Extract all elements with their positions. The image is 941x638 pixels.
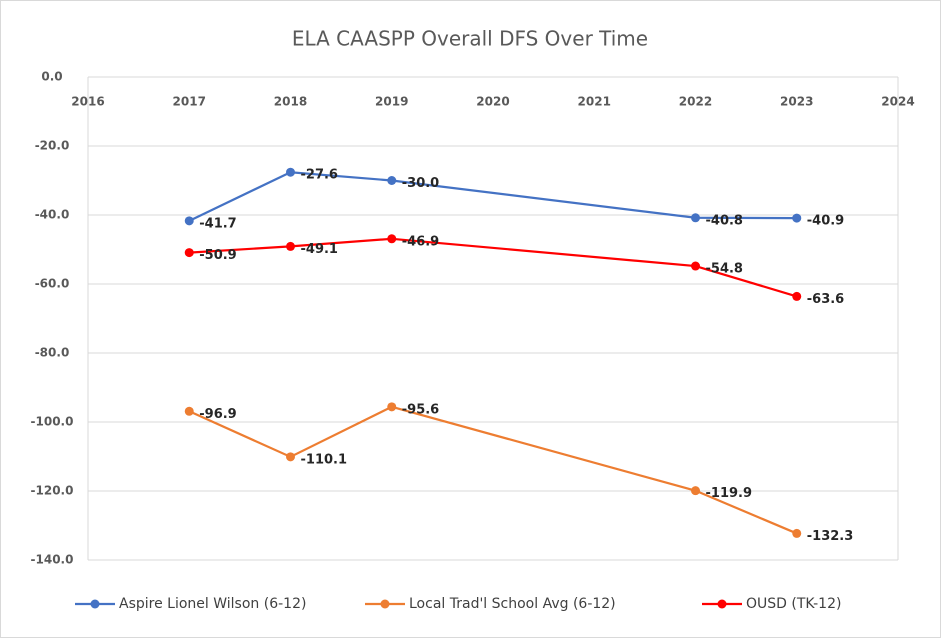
data-label: -96.9 bbox=[199, 407, 236, 422]
data-label: -50.9 bbox=[199, 248, 236, 263]
legend-label: OUSD (TK-12) bbox=[746, 596, 841, 612]
point bbox=[792, 213, 802, 223]
x-tick-label: 2018 bbox=[274, 95, 307, 109]
legend-marker bbox=[90, 599, 100, 609]
x-tick-label: 2024 bbox=[881, 95, 914, 109]
chart-title: ELA CAASPP Overall DFS Over Time bbox=[292, 27, 648, 51]
data-label: -40.9 bbox=[807, 214, 844, 229]
data-label: -63.6 bbox=[807, 292, 844, 307]
x-tick-label: 2020 bbox=[476, 95, 509, 109]
point bbox=[184, 406, 194, 416]
data-label: -41.7 bbox=[199, 216, 236, 231]
point bbox=[792, 528, 802, 538]
data-label: -132.3 bbox=[807, 529, 854, 544]
y-tick-label: -40.0 bbox=[35, 208, 70, 222]
data-label: -110.1 bbox=[301, 452, 348, 467]
y-tick-label: -20.0 bbox=[35, 139, 70, 153]
point bbox=[387, 402, 397, 412]
point bbox=[691, 261, 700, 271]
legend-label: Aspire Lionel Wilson (6-12) bbox=[119, 596, 306, 612]
point bbox=[286, 167, 295, 177]
data-label: -49.1 bbox=[301, 242, 338, 257]
legend-marker bbox=[380, 599, 390, 609]
x-tick-label: 2019 bbox=[375, 95, 408, 109]
y-tick-label: 0.0 bbox=[41, 70, 62, 84]
data-label: -40.8 bbox=[706, 213, 743, 228]
data-label: -27.6 bbox=[301, 168, 338, 183]
point bbox=[792, 291, 802, 301]
data-label: -46.9 bbox=[402, 234, 439, 249]
x-tick-label: 2023 bbox=[780, 95, 813, 109]
point bbox=[286, 452, 295, 462]
x-tick-label: 2022 bbox=[679, 95, 712, 109]
y-tick-label: -60.0 bbox=[35, 277, 70, 291]
data-label: -95.6 bbox=[402, 402, 439, 417]
x-tick-label: 2016 bbox=[71, 95, 104, 109]
y-tick-label: -100.0 bbox=[31, 415, 74, 429]
x-tick-label: 2021 bbox=[578, 95, 611, 109]
point bbox=[184, 248, 194, 258]
data-label: -119.9 bbox=[706, 486, 753, 501]
y-tick-label: -140.0 bbox=[31, 553, 74, 567]
x-tick-label: 2017 bbox=[173, 95, 206, 109]
point bbox=[184, 216, 194, 226]
y-tick-label: -80.0 bbox=[35, 346, 70, 360]
point bbox=[286, 241, 295, 251]
y-tick-label: -120.0 bbox=[31, 484, 74, 498]
legend-label: Local Trad'l School Avg (6-12) bbox=[409, 596, 616, 612]
point bbox=[387, 176, 397, 185]
point bbox=[691, 486, 700, 496]
point bbox=[691, 213, 700, 223]
point bbox=[387, 234, 397, 244]
data-label: -30.0 bbox=[402, 176, 439, 191]
data-label: -54.8 bbox=[706, 262, 743, 277]
legend-marker bbox=[717, 599, 727, 609]
